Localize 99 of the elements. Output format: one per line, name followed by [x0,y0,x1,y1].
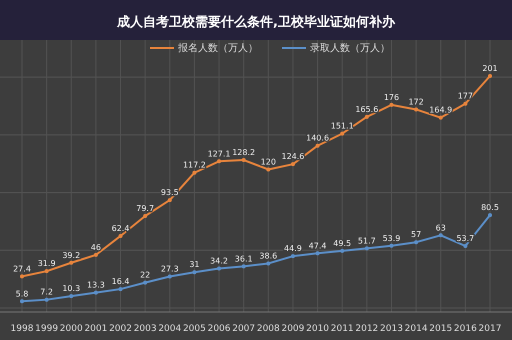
point [438,233,443,238]
point [69,294,74,298]
point [242,264,246,268]
data-label: 7.2 [40,288,53,297]
point [316,251,320,256]
x-tick-label: 2013 [380,324,403,334]
data-label: 5.8 [16,289,28,298]
x-tick-label: 2004 [158,324,182,334]
point [316,144,320,148]
point [414,107,418,112]
point [340,132,344,136]
data-label: 31.9 [38,259,56,268]
data-label: 36.1 [234,254,253,264]
point [463,244,468,248]
point [340,248,344,253]
point [192,170,196,175]
x-tick-label: 2003 [134,324,157,334]
point [389,244,394,248]
x-tick-label: 2015 [429,324,452,334]
data-label: 164.9 [429,106,452,115]
data-label: 79.7 [136,204,154,214]
data-label: 46 [90,242,101,252]
point [168,198,172,202]
point [44,269,49,274]
data-label: 63 [436,223,446,232]
x-tick-label: 2002 [109,324,132,334]
x-tick-label: 2011 [330,324,354,334]
point [414,240,418,244]
data-label: 39.2 [62,250,80,260]
data-label: 117.2 [182,160,206,170]
point [242,158,246,162]
data-label: 140.6 [306,134,330,143]
data-label: 176 [384,92,400,102]
point [438,116,443,120]
data-label: 120 [260,157,276,166]
x-tick-label: 1999 [35,324,58,334]
x-tick-label: 2008 [256,324,280,334]
point [463,102,468,106]
x-tick-label: 2012 [355,324,378,334]
point [168,274,172,278]
point [389,102,394,107]
point [20,299,24,304]
point [488,213,492,218]
x-tick-label: 2010 [306,324,330,334]
data-label: 22 [140,270,150,280]
point [118,234,123,238]
point [364,246,369,250]
data-label: 10.3 [62,284,80,294]
point [266,261,270,266]
legend-label: 报名人数（万人） [177,42,258,54]
point [488,74,492,78]
data-label: 165.6 [355,104,378,114]
point [20,274,24,278]
point [118,287,123,292]
x-tick-label: 2017 [478,324,502,334]
point [217,266,222,271]
data-label: 128.2 [232,148,256,158]
point [217,159,222,164]
data-label: 62.4 [112,224,130,233]
point [143,280,148,285]
point [69,260,74,265]
data-label: 47.4 [308,241,326,250]
data-label: 31 [189,260,200,270]
data-label: 172 [408,97,424,106]
x-tick-label: 2016 [454,324,478,334]
data-label: 27.3 [160,264,179,274]
data-label: 51.7 [358,236,376,246]
data-label: 53.9 [382,234,400,243]
data-label: 151.1 [330,122,354,131]
point [143,214,148,218]
data-label: 49.5 [333,238,352,248]
data-label: 80.5 [481,203,499,212]
data-label: 38.6 [259,251,278,260]
point [192,270,196,274]
data-label: 57 [411,230,422,240]
point [290,162,295,166]
data-label: 16.4 [112,277,130,286]
x-tick-label: 2001 [84,324,108,334]
point [44,298,49,302]
x-tick-label: 2000 [60,324,83,334]
data-label: 44.9 [284,244,302,254]
point [364,114,369,119]
x-tick-label: 2007 [232,324,256,334]
x-tick-label: 1998 [10,324,34,334]
point [94,252,98,257]
data-label: 34.2 [210,256,228,266]
x-tick-label: 2014 [404,324,428,334]
point [94,290,98,295]
data-label: 127.1 [208,149,231,158]
data-label: 201 [482,64,498,73]
data-label: 13.3 [86,280,105,290]
x-tick-label: 2005 [182,324,206,334]
chart-title: 成人自考卫校需要什么条件,卫校毕业证如何补办 [116,14,396,30]
data-label: 27.4 [13,264,31,274]
point [266,167,270,172]
point [290,254,295,258]
x-tick-label: 2006 [208,324,231,334]
x-tick-label: 2009 [281,324,305,334]
legend-label: 录取人数（万人） [310,43,390,54]
